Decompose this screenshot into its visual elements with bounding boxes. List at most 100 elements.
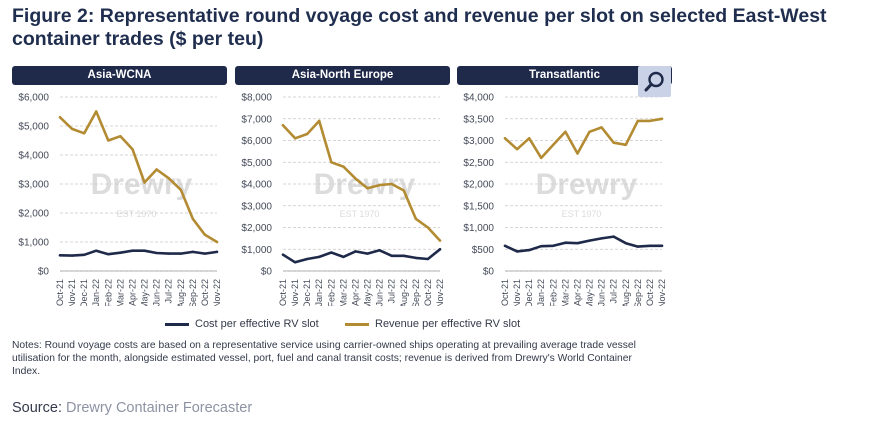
- watermark-est: EST 1970: [117, 209, 157, 219]
- x-tick-label: Nov-21: [67, 279, 77, 306]
- data-point-cost: [155, 251, 158, 255]
- y-tick-label: $2,000: [241, 223, 272, 234]
- data-point-revenue: [366, 187, 369, 190]
- data-point-cost: [378, 249, 381, 252]
- legend: Cost per effective RV slot Revenue per e…: [165, 318, 565, 332]
- series-line-cost: [58, 249, 219, 257]
- data-point-cost: [70, 254, 74, 257]
- x-tick-label: Sep-22: [411, 279, 421, 306]
- x-tick-label: Apr-22: [572, 279, 582, 306]
- x-tick-label: Feb-22: [103, 279, 113, 306]
- data-point-cost: [167, 252, 170, 255]
- y-tick-label: $1,000: [18, 238, 49, 249]
- data-point-cost: [660, 244, 664, 247]
- y-tick-label: $8,000: [241, 93, 272, 104]
- data-point-cost: [179, 252, 182, 255]
- y-tick-label: $5,000: [18, 122, 49, 133]
- data-point-revenue: [179, 188, 182, 191]
- source-label: Source:: [12, 400, 62, 416]
- y-tick-label: $3,000: [18, 180, 49, 191]
- legend-label-cost: Cost per effective RV slot: [195, 318, 319, 330]
- data-point-cost: [588, 239, 591, 242]
- x-tick-label: Sep-22: [188, 279, 198, 306]
- y-tick-label: $0: [38, 267, 50, 278]
- data-point-revenue: [503, 137, 507, 140]
- data-point-revenue: [552, 143, 555, 147]
- data-point-cost: [342, 255, 345, 259]
- data-point-cost: [624, 241, 627, 245]
- data-point-revenue: [660, 117, 664, 120]
- series-line-revenue: [503, 117, 664, 160]
- data-point-revenue: [293, 137, 297, 140]
- x-tick-label: Jul-22: [609, 279, 619, 304]
- legend-item-revenue: Revenue per effective RV slot: [345, 318, 520, 330]
- x-tick-label: Oct-21: [55, 279, 65, 306]
- data-point-revenue: [330, 161, 333, 164]
- watermark-text: Drewry: [536, 168, 638, 201]
- data-point-revenue: [378, 183, 381, 187]
- x-tick-label: Mar-22: [115, 279, 125, 306]
- data-point-revenue: [131, 148, 134, 151]
- chart-panel-asia-wcna: Asia-WCNA Drewry EST 1970 $0 $1,000 $2,000 $3…: [12, 66, 227, 306]
- x-tick-label: Jun-22: [375, 279, 385, 306]
- series-line-revenue: [281, 119, 442, 242]
- x-tick-label: Mar-22: [560, 279, 570, 306]
- data-point-cost: [636, 245, 640, 248]
- data-point-revenue: [95, 110, 98, 113]
- y-tick-label: $7,000: [241, 114, 272, 125]
- data-point-revenue: [191, 217, 195, 220]
- data-point-revenue: [414, 217, 418, 220]
- x-tick-label: May-22: [140, 279, 150, 306]
- data-point-cost: [203, 252, 207, 255]
- data-point-cost: [330, 251, 333, 254]
- legend-item-cost: Cost per effective RV slot: [165, 318, 319, 330]
- series-line-cost: [503, 235, 664, 253]
- x-tick-label: Feb-22: [326, 279, 336, 306]
- data-point-cost: [318, 255, 321, 259]
- x-tick-label: Aug-22: [621, 279, 631, 306]
- x-tick-label: May-22: [585, 279, 595, 306]
- data-point-cost: [612, 235, 615, 238]
- panel-header: Asia-WCNA: [12, 66, 227, 85]
- notes-text: Notes: Round voyage costs are based on a…: [12, 340, 636, 378]
- x-tick-label: Nov-22: [435, 279, 445, 306]
- x-tick-label: Oct-22: [423, 279, 433, 306]
- data-point-revenue: [612, 141, 615, 144]
- data-point-cost: [119, 251, 122, 254]
- data-point-cost: [527, 248, 531, 252]
- zoom-button[interactable]: [638, 66, 671, 97]
- data-point-cost: [503, 244, 507, 247]
- data-point-revenue: [70, 127, 74, 131]
- data-point-cost: [305, 257, 309, 261]
- data-point-cost: [576, 241, 579, 245]
- data-point-cost: [82, 253, 86, 256]
- x-tick-label: Nov-21: [512, 279, 522, 306]
- data-point-cost: [600, 237, 603, 240]
- data-point-cost: [540, 245, 543, 248]
- y-tick-label: $0: [483, 267, 495, 278]
- data-point-cost: [215, 250, 219, 254]
- y-tick-label: $0: [261, 267, 273, 278]
- x-tick-label: Jun-22: [597, 279, 607, 306]
- x-tick-label: Oct-21: [278, 279, 288, 306]
- magnifier-icon: [644, 71, 664, 92]
- x-tick-label: Jan-22: [314, 279, 324, 306]
- data-point-revenue: [155, 168, 158, 171]
- data-point-cost: [414, 256, 418, 260]
- y-tick-label: $6,000: [241, 136, 272, 147]
- data-point-cost: [426, 257, 430, 261]
- y-tick-label: $4,000: [241, 180, 272, 191]
- data-point-cost: [107, 252, 110, 256]
- data-point-cost: [58, 254, 62, 257]
- source-link[interactable]: Drewry Container Forecaster: [66, 400, 253, 416]
- data-point-cost: [564, 241, 567, 244]
- y-tick-label: $4,000: [463, 93, 494, 104]
- legend-swatch-cost: [165, 322, 189, 326]
- y-tick-label: $3,000: [463, 136, 494, 147]
- data-point-revenue: [82, 132, 86, 135]
- data-point-cost: [95, 249, 98, 252]
- data-point-revenue: [119, 134, 122, 138]
- data-point-revenue: [402, 189, 405, 192]
